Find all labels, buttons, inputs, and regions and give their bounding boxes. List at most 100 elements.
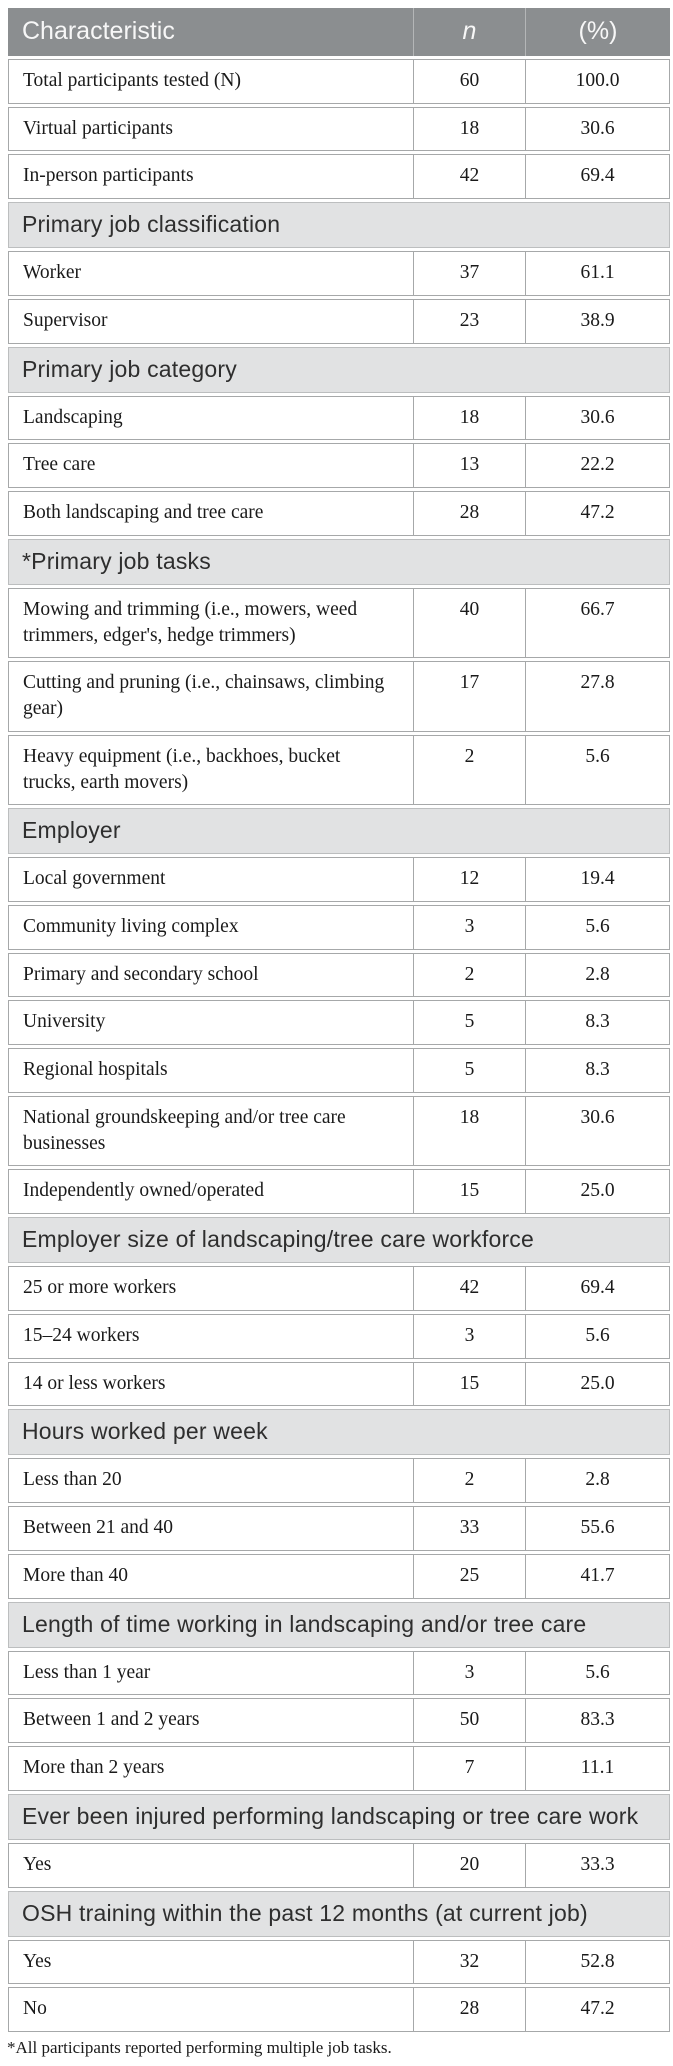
percent-value-cell: 52.8 — [525, 1939, 670, 1985]
percent-value-cell: 19.4 — [525, 857, 670, 903]
percent-value-cell: 22.2 — [525, 443, 670, 489]
section-header-row: Hours worked per week — [8, 1409, 670, 1456]
n-value-cell: 42 — [413, 154, 525, 200]
characteristic-cell: Yes — [8, 1939, 413, 1985]
section-header-row: Employer size of landscaping/tree care w… — [8, 1217, 670, 1264]
section-header-row: Employer — [8, 808, 670, 855]
n-value-cell: 18 — [413, 395, 525, 441]
percent-value-cell: 5.6 — [525, 1650, 670, 1696]
n-value-cell: 15 — [413, 1169, 525, 1215]
n-value-cell: 33 — [413, 1506, 525, 1551]
characteristic-cell: 15–24 workers — [8, 1313, 413, 1359]
percent-value-cell: 69.4 — [525, 1266, 670, 1311]
percent-value-cell: 83.3 — [525, 1698, 670, 1744]
table-row: More than 2 years 7 11.1 — [8, 1746, 670, 1791]
percent-value-cell: 5.6 — [525, 1313, 670, 1359]
characteristic-cell: Heavy equipment (i.e., backhoes, bucket … — [8, 734, 413, 806]
table-row: Less than 20 2 2.8 — [8, 1458, 670, 1504]
characteristic-cell: In-person participants — [8, 154, 413, 200]
table-row: Landscaping 18 30.6 — [8, 395, 670, 441]
section-header: Hours worked per week — [8, 1409, 670, 1456]
n-value-cell: 28 — [413, 491, 525, 536]
column-header-characteristic: Characteristic — [8, 8, 413, 56]
characteristic-cell: 14 or less workers — [8, 1361, 413, 1407]
table-row: Local government 12 19.4 — [8, 857, 670, 903]
percent-value-cell: 69.4 — [525, 154, 670, 200]
table-row: 14 or less workers 15 25.0 — [8, 1361, 670, 1407]
percent-value-cell: 11.1 — [525, 1746, 670, 1791]
percent-value-cell: 33.3 — [525, 1842, 670, 1888]
percent-value-cell: 27.8 — [525, 661, 670, 732]
n-value-cell: 5 — [413, 1048, 525, 1093]
characteristic-cell: Virtual participants — [8, 106, 413, 152]
section-header-row: Length of time working in landscaping an… — [8, 1601, 670, 1648]
table-row: Independently owned/operated 15 25.0 — [8, 1169, 670, 1215]
participant-characteristics-table: Characteristic n (%) Total participants … — [8, 5, 670, 2035]
section-header-row: Ever been injured performing landscaping… — [8, 1793, 670, 1840]
percent-value-cell: 5.6 — [525, 734, 670, 806]
n-value-cell: 18 — [413, 106, 525, 152]
characteristic-cell: Primary and secondary school — [8, 952, 413, 998]
percent-value-cell: 100.0 — [525, 59, 670, 104]
percent-value-cell: 2.8 — [525, 952, 670, 998]
section-header: Employer size of landscaping/tree care w… — [8, 1217, 670, 1264]
characteristic-cell: Total participants tested (N) — [8, 59, 413, 104]
characteristic-cell: 25 or more workers — [8, 1266, 413, 1311]
table-row: Tree care 13 22.2 — [8, 443, 670, 489]
table-row: Between 1 and 2 years 50 83.3 — [8, 1698, 670, 1744]
characteristic-cell: Yes — [8, 1842, 413, 1888]
column-header-percent: (%) — [525, 8, 670, 56]
section-header: Ever been injured performing landscaping… — [8, 1793, 670, 1840]
column-header-n: n — [413, 8, 525, 56]
percent-value-cell: 47.2 — [525, 491, 670, 536]
characteristic-cell: National groundskeeping and/or tree care… — [8, 1095, 413, 1167]
n-value-cell: 28 — [413, 1987, 525, 2032]
n-value-cell: 23 — [413, 298, 525, 344]
n-value-cell: 40 — [413, 587, 525, 659]
characteristic-cell: Supervisor — [8, 298, 413, 344]
table-row: Yes 20 33.3 — [8, 1842, 670, 1888]
section-header: OSH training within the past 12 months (… — [8, 1890, 670, 1937]
table-row: 25 or more workers 42 69.4 — [8, 1266, 670, 1311]
section-header: Length of time working in landscaping an… — [8, 1601, 670, 1648]
percent-value-cell: 8.3 — [525, 1000, 670, 1046]
table-row: In-person participants 42 69.4 — [8, 154, 670, 200]
table-row: More than 40 25 41.7 — [8, 1553, 670, 1599]
characteristic-cell: Community living complex — [8, 905, 413, 950]
n-value-cell: 2 — [413, 734, 525, 806]
n-value-cell: 50 — [413, 1698, 525, 1744]
table-row: 15–24 workers 3 5.6 — [8, 1313, 670, 1359]
characteristic-cell: University — [8, 1000, 413, 1046]
n-value-cell: 20 — [413, 1842, 525, 1888]
table-row: Total participants tested (N) 60 100.0 — [8, 59, 670, 104]
table-footnote: *All participants reported performing mu… — [7, 2037, 392, 2057]
percent-value-cell: 8.3 — [525, 1048, 670, 1093]
n-value-cell: 2 — [413, 1458, 525, 1504]
percent-value-cell: 41.7 — [525, 1553, 670, 1599]
characteristic-cell: Regional hospitals — [8, 1048, 413, 1093]
characteristic-cell: Independently owned/operated — [8, 1169, 413, 1215]
characteristic-cell: Both landscaping and tree care — [8, 491, 413, 536]
table-row: Between 21 and 40 33 55.6 — [8, 1506, 670, 1551]
section-header: Primary job category — [8, 346, 670, 393]
n-value-cell: 3 — [413, 905, 525, 950]
table-row: Heavy equipment (i.e., backhoes, bucket … — [8, 734, 670, 806]
table-row: Mowing and trimming (i.e., mowers, weed … — [8, 587, 670, 659]
table-body: Total participants tested (N) 60 100.0 Virt… — [8, 59, 670, 2032]
table-header-row: Characteristic n (%) — [8, 8, 670, 56]
percent-value-cell: 25.0 — [525, 1169, 670, 1215]
table-row: Both landscaping and tree care 28 47.2 — [8, 491, 670, 536]
n-value-cell: 18 — [413, 1095, 525, 1167]
percent-value-cell: 30.6 — [525, 1095, 670, 1167]
section-header-row: OSH training within the past 12 months (… — [8, 1890, 670, 1937]
n-value-cell: 15 — [413, 1361, 525, 1407]
table-row: Worker 37 61.1 — [8, 251, 670, 296]
characteristic-cell: Tree care — [8, 443, 413, 489]
table-row: Virtual participants 18 30.6 — [8, 106, 670, 152]
section-header: *Primary job tasks — [8, 538, 670, 585]
n-value-cell: 13 — [413, 443, 525, 489]
characteristic-cell: Cutting and pruning (i.e., chainsaws, cl… — [8, 661, 413, 732]
characteristic-cell: Between 1 and 2 years — [8, 1698, 413, 1744]
percent-value-cell: 47.2 — [525, 1987, 670, 2032]
percent-value-cell: 5.6 — [525, 905, 670, 950]
